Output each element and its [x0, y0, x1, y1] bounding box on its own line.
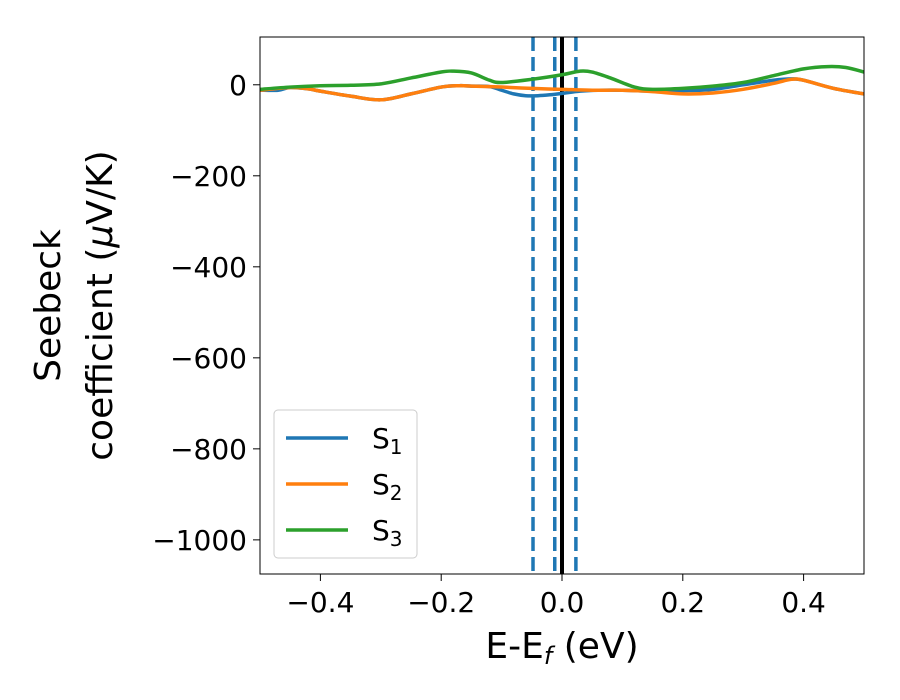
x-tick-label: 0.0 [540, 586, 585, 619]
y-tick-label: −1000 [152, 524, 247, 557]
series-line-s3 [260, 64, 864, 92]
series-lines [260, 64, 864, 102]
legend-label-s1: S1 [372, 422, 403, 459]
y-tick-label: −600 [170, 342, 247, 375]
y-tick-label: −200 [170, 160, 247, 193]
y-tick-label: 0 [229, 69, 247, 102]
series-line-s2 [260, 77, 864, 102]
x-tick-label: 0.2 [661, 586, 706, 619]
legend-label-s3: S3 [372, 514, 403, 551]
y-tick-label: −400 [170, 251, 247, 284]
y-axis-label-line2: coefficient (μV/K) [80, 150, 121, 460]
x-tick-label: 0.4 [781, 586, 826, 619]
x-axis-ticks: −0.4 −0.2 0.0 0.2 0.4 [286, 574, 826, 619]
reference-lines [531, 37, 578, 574]
y-axis-label-line1: Seebeck [28, 229, 69, 382]
x-axis-label: E-Ef (eV) [485, 626, 638, 670]
y-axis-label: Seebeck coefficient (μV/K) [28, 150, 121, 460]
legend-label-s2: S2 [372, 468, 403, 505]
legend: S1 S2 S3 [273, 409, 418, 559]
x-tick-label: −0.4 [286, 586, 354, 619]
y-tick-label: −800 [170, 433, 247, 466]
x-tick-label: −0.2 [407, 586, 475, 619]
y-axis-ticks: 0 −200 −400 −600 −800 −1000 [152, 69, 260, 557]
